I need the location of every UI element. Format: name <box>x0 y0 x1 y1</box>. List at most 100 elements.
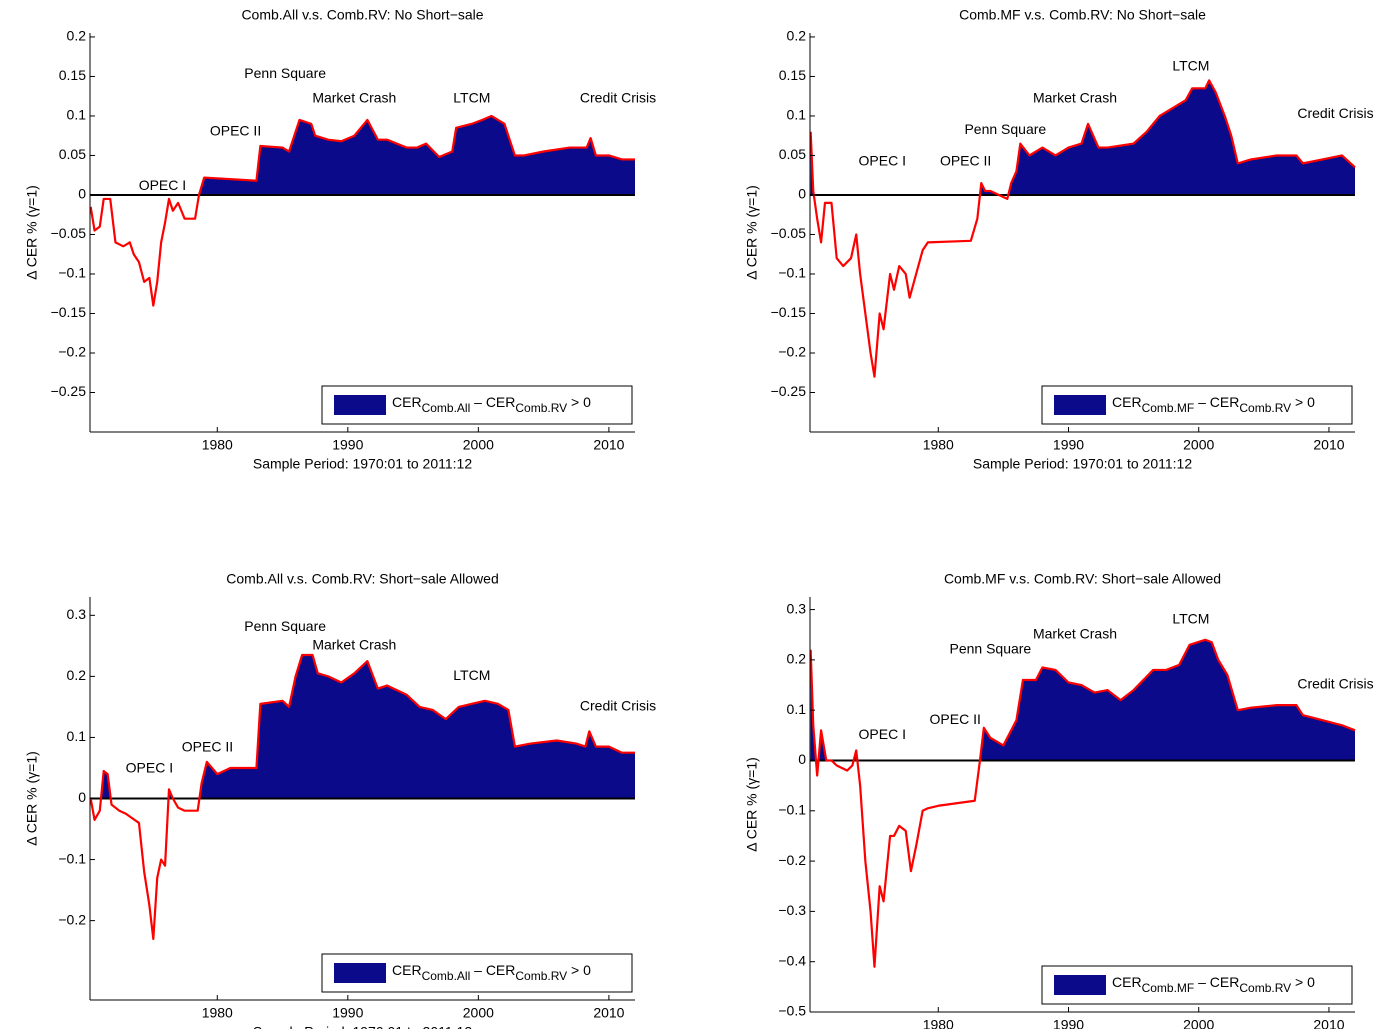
annotation: Penn Square <box>949 641 1031 657</box>
annotation: Market Crash <box>1033 89 1117 105</box>
legend-label: CERComb.MF – CERComb.RV > 0 <box>1112 974 1315 995</box>
legend-subscript: Comb.RV <box>515 401 567 415</box>
y-tick-label: −0.5 <box>778 1003 806 1019</box>
y-tick-label: −0.2 <box>778 852 806 868</box>
legend-label: CERComb.All – CERComb.RV > 0 <box>392 962 591 983</box>
line <box>89 653 635 941</box>
legend-subscript: Comb.RV <box>1239 401 1291 415</box>
legend-subscript: Comb.All <box>422 401 471 415</box>
legend-text: > 0 <box>1291 394 1315 410</box>
legend-text: CER <box>1112 394 1142 410</box>
annotation: Penn Square <box>244 618 326 634</box>
y-tick-label: −0.25 <box>771 383 807 399</box>
y-tick-label: 0.1 <box>787 107 807 123</box>
legend-text: – CER <box>470 962 515 978</box>
subplot: Comb.MF v.s. Comb.RV: No Short−sale Sampl… <box>744 7 1374 472</box>
legend-swatch <box>1054 395 1106 415</box>
annotation: OPEC II <box>210 122 261 138</box>
chart-title: Comb.MF v.s. Comb.RV: Short−sale Allowed <box>944 571 1221 587</box>
x-tick-label: 1980 <box>923 1017 954 1029</box>
legend-text: – CER <box>470 394 515 410</box>
x-tick-label: 1980 <box>202 437 233 453</box>
y-tick-label: −0.05 <box>771 225 807 241</box>
y-tick-label: −0.2 <box>58 344 86 360</box>
y-tick-label: 0.1 <box>67 728 87 744</box>
annotation: Credit Crisis <box>580 698 656 714</box>
legend-swatch <box>334 963 386 983</box>
y-axis-label: Δ CER % (γ=1) <box>744 757 760 852</box>
annotation: OPEC II <box>182 739 233 755</box>
x-axis-label: Sample Period: 1970:01 to 2011:12 <box>253 456 472 472</box>
y-tick-label: −0.15 <box>771 304 807 320</box>
y-tick-label: 0 <box>798 751 806 767</box>
annotation: OPEC I <box>859 726 906 742</box>
annotation: LTCM <box>1172 610 1209 626</box>
x-tick-label: 1990 <box>1053 1017 1084 1029</box>
x-tick-label: 2000 <box>463 1005 494 1021</box>
annotation: Credit Crisis <box>1297 676 1373 692</box>
y-tick-label: −0.25 <box>51 383 87 399</box>
x-tick-label: 2010 <box>1313 1017 1344 1029</box>
annotation: LTCM <box>453 667 490 683</box>
legend-text: > 0 <box>567 962 591 978</box>
annotation: Market Crash <box>1033 625 1117 641</box>
annotation: Credit Crisis <box>1297 105 1373 121</box>
x-tick-label: 1990 <box>332 437 363 453</box>
y-tick-label: 0.2 <box>67 28 87 44</box>
x-tick-label: 2000 <box>1183 1017 1214 1029</box>
x-tick-label: 2010 <box>593 1005 624 1021</box>
annotation: LTCM <box>453 89 490 105</box>
annotation: LTCM <box>1172 58 1209 74</box>
chart-title: Comb.All v.s. Comb.RV: Short−sale Allowe… <box>226 571 498 587</box>
y-tick-label: 0 <box>798 186 806 202</box>
legend-text: CER <box>1112 974 1142 990</box>
y-tick-label: 0.3 <box>67 606 87 622</box>
y-tick-label: −0.1 <box>778 265 806 281</box>
subplot: Comb.MF v.s. Comb.RV: Short−sale Allowed… <box>744 571 1374 1029</box>
y-tick-label: 0 <box>78 186 86 202</box>
x-tick-label: 2000 <box>463 437 494 453</box>
legend-subscript: Comb.RV <box>1239 981 1291 995</box>
annotation: OPEC I <box>139 177 186 193</box>
y-tick-label: −0.1 <box>58 850 86 866</box>
line <box>89 114 635 307</box>
y-tick-label: 0.3 <box>787 600 807 616</box>
y-tick-label: −0.2 <box>58 911 86 927</box>
legend-label: CERComb.All – CERComb.RV > 0 <box>392 394 591 415</box>
y-tick-label: 0.1 <box>67 107 87 123</box>
x-tick-label: 2010 <box>1313 437 1344 453</box>
y-tick-label: −0.3 <box>778 902 806 918</box>
annotation: Market Crash <box>312 637 396 653</box>
line <box>809 638 1356 968</box>
y-tick-label: 0.2 <box>787 28 807 44</box>
y-tick-label: 0.05 <box>59 146 86 162</box>
y-tick-label: −0.15 <box>51 304 87 320</box>
annotation: Penn Square <box>244 65 326 81</box>
y-axis-label: Δ CER % (γ=1) <box>24 185 40 280</box>
legend-subscript: Comb.All <box>422 969 471 983</box>
subplot: Comb.All v.s. Comb.RV: No Short−sale Samp… <box>24 7 656 472</box>
area <box>810 639 1355 761</box>
y-tick-label: 0.2 <box>787 651 807 667</box>
y-tick-label: −0.2 <box>778 344 806 360</box>
x-tick-label: 1990 <box>332 1005 363 1021</box>
area <box>810 80 1355 195</box>
legend-subscript: Comb.MF <box>1142 981 1195 995</box>
legend-subscript: Comb.RV <box>515 969 567 983</box>
legend-subscript: Comb.MF <box>1142 401 1195 415</box>
y-tick-label: −0.05 <box>51 225 87 241</box>
y-axis-label: Δ CER % (γ=1) <box>744 185 760 280</box>
legend-text: > 0 <box>567 394 591 410</box>
legend-text: CER <box>392 962 422 978</box>
y-tick-label: 0.1 <box>787 701 807 717</box>
legend-swatch <box>334 395 386 415</box>
legend-text: CER <box>392 394 422 410</box>
annotation: OPEC I <box>859 152 906 168</box>
annotation: Credit Crisis <box>580 89 656 105</box>
legend-label: CERComb.MF – CERComb.RV > 0 <box>1112 394 1315 415</box>
chart-title: Comb.All v.s. Comb.RV: No Short−sale <box>241 7 483 23</box>
annotation: Penn Square <box>964 121 1046 137</box>
x-tick-label: 1980 <box>202 1005 233 1021</box>
